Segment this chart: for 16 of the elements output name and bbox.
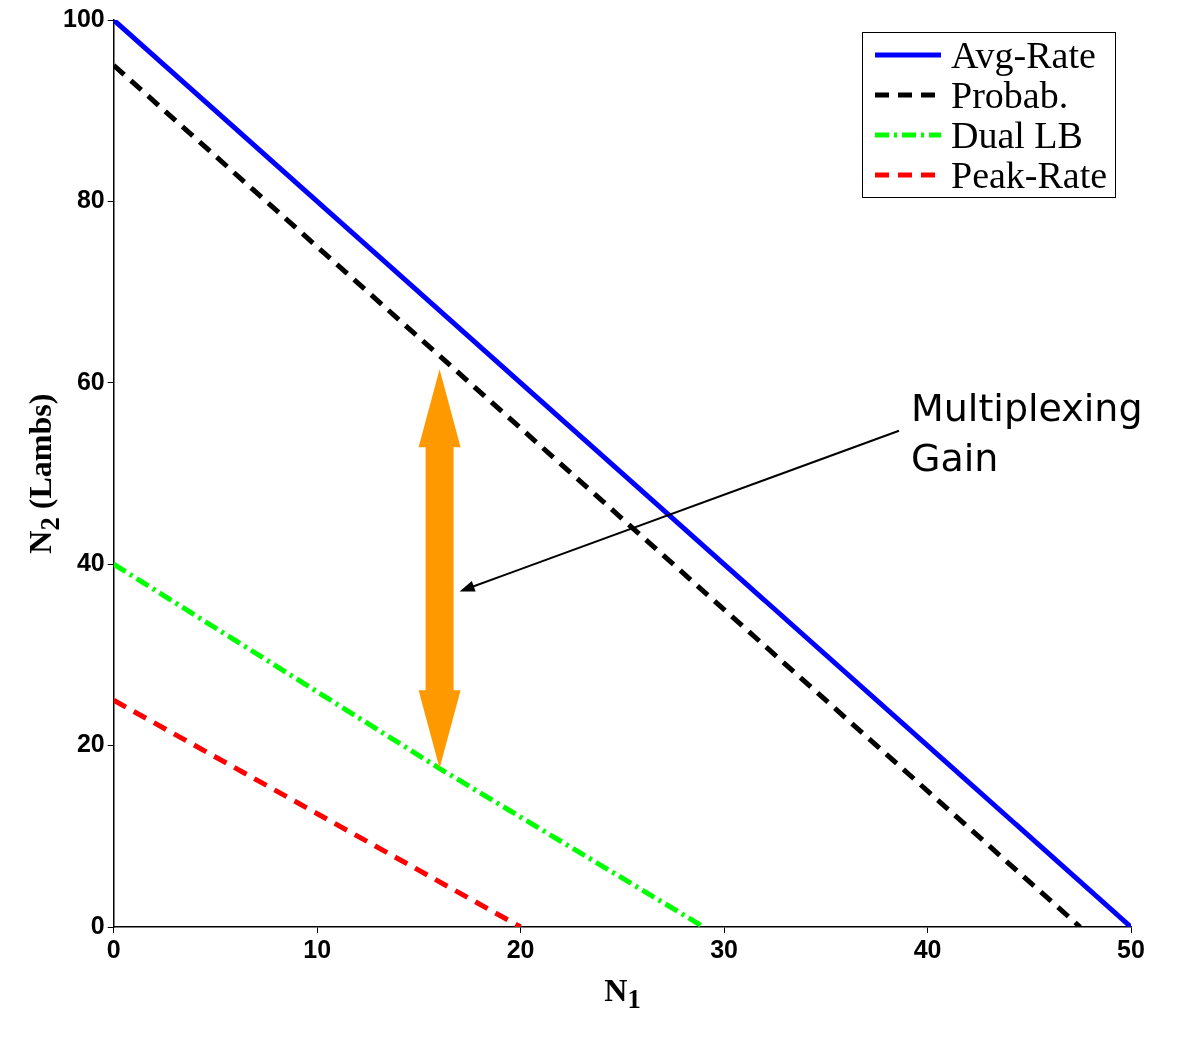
y-tick-label: 60: [76, 366, 105, 395]
legend-label: Peak-Rate: [951, 154, 1108, 196]
y-tick-label: 100: [62, 3, 105, 32]
y-tick-label: 80: [76, 185, 105, 214]
y-tick-label: 40: [76, 548, 105, 577]
legend-label: Avg-Rate: [951, 34, 1096, 76]
y-tick-label: 20: [76, 729, 105, 758]
x-tick-label: 20: [506, 934, 535, 963]
x-tick-label: 50: [1117, 934, 1145, 963]
x-tick-label: 40: [913, 934, 942, 963]
x-axis-title: N$_{1}$: [604, 972, 641, 1016]
x-tick-label: 10: [303, 934, 332, 963]
annotation: Multiplexing Gain: [911, 384, 1144, 482]
legend-label: Dual LB: [951, 114, 1083, 156]
x-tick-label: 30: [710, 934, 738, 963]
y-tick-label: 0: [90, 910, 105, 939]
